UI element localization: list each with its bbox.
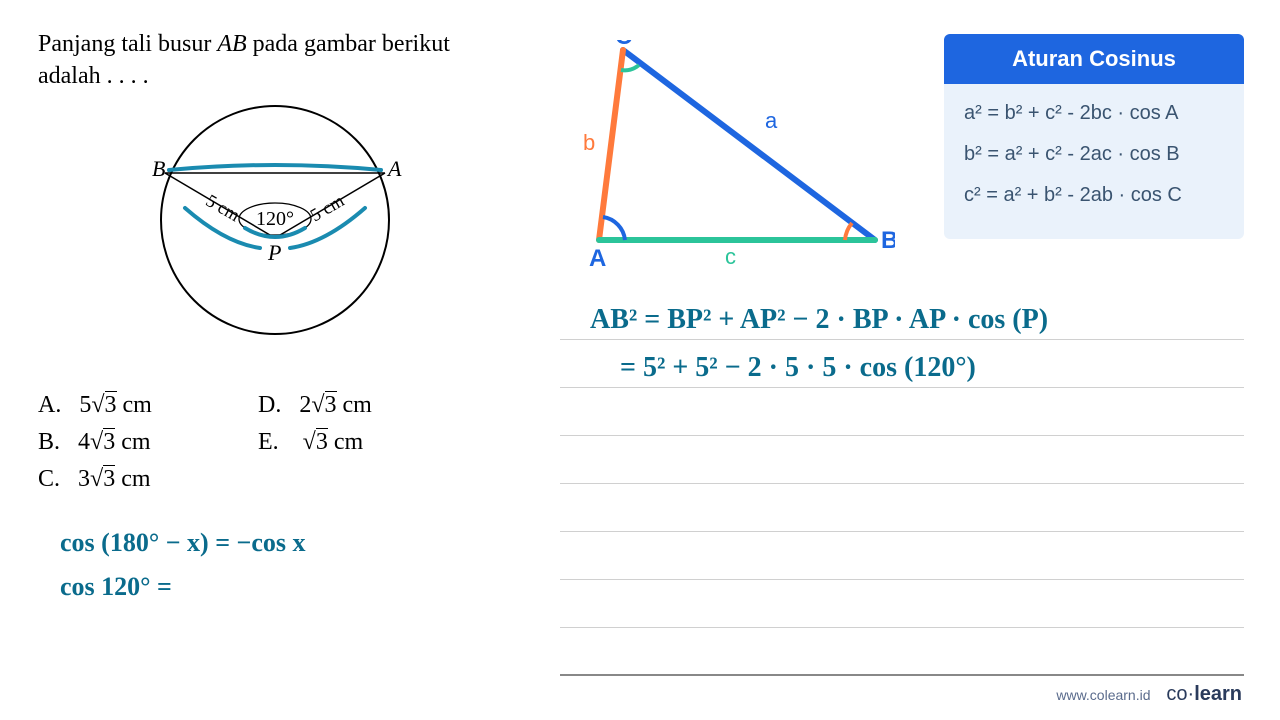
ruled-line xyxy=(560,628,1244,676)
vertex-c: C xyxy=(615,40,632,50)
question-text: Panjang tali busur AB pada gambar beriku… xyxy=(38,28,450,93)
angle-label: 120° xyxy=(256,208,294,230)
side-b xyxy=(599,50,623,240)
rule-a: a² = b² + c² - 2bc · cos A xyxy=(964,102,1224,125)
circle-svg: B A P 120° 5 cm 5 cm xyxy=(125,98,425,358)
side-left: 5 cm xyxy=(203,190,244,225)
q-line1-pre: Panjang tali busur xyxy=(38,31,217,57)
label-b: B xyxy=(152,156,165,181)
answer-options: A. 5√3 cm D. 2√3 cm B. 4√3 cm E. √3 cm C… xyxy=(38,392,458,503)
circle-diagram: B A P 120° 5 cm 5 cm xyxy=(125,98,425,358)
option-b: B. 4√3 cm xyxy=(38,429,258,456)
brand-a: co· xyxy=(1166,683,1194,705)
side-label-b: b xyxy=(583,130,595,155)
working-eq2: = 5² + 5² − 2 · 5 · 5 · cos (120°) xyxy=(620,348,976,387)
vertex-b: B xyxy=(881,227,895,254)
ruled-line xyxy=(560,532,1244,580)
q-line1-ital: AB xyxy=(217,31,246,57)
ruled-line xyxy=(560,484,1244,532)
side-right: 5 cm xyxy=(307,190,348,225)
option-d: D. 2√3 cm xyxy=(258,392,458,419)
q-line1-post: pada gambar berikut xyxy=(247,31,450,57)
q-line2: adalah . . . . xyxy=(38,63,149,89)
triangle-diagram: C A B a b c xyxy=(575,40,895,270)
option-c: C. 3√3 cm xyxy=(38,466,258,493)
angle-a-arc xyxy=(603,217,625,240)
footer-url: www.colearn.id xyxy=(1056,687,1150,703)
chord-highlight xyxy=(169,165,381,170)
label-a: A xyxy=(386,156,402,181)
footer-brand: co·learn xyxy=(1166,683,1242,705)
side-label-c: c xyxy=(725,244,736,269)
option-a: A. 5√3 cm xyxy=(38,392,258,419)
ruled-line xyxy=(560,580,1244,628)
triangle-svg: C A B a b c xyxy=(575,40,895,270)
cosine-rule-body: a² = b² + c² - 2bc · cos A b² = a² + c² … xyxy=(944,84,1244,239)
brand-b: learn xyxy=(1194,683,1242,705)
ruled-line xyxy=(560,436,1244,484)
side-a xyxy=(623,50,875,240)
cosine-rule-title: Aturan Cosinus xyxy=(944,34,1244,84)
rule-b: b² = a² + c² - 2ac · cos B xyxy=(964,143,1224,166)
option-e: E. √3 cm xyxy=(258,429,458,456)
working-eq1: AB² = BP² + AP² − 2 · BP · AP · cos (P) xyxy=(590,300,1048,339)
ruled-line xyxy=(560,388,1244,436)
cosine-rule-box: Aturan Cosinus a² = b² + c² - 2bc · cos … xyxy=(944,34,1244,239)
hand-left-1: cos (180° − x) = −cos x xyxy=(60,528,305,558)
footer: www.colearn.id co·learn xyxy=(1056,683,1242,706)
rule-c: c² = a² + b² - 2ab · cos C xyxy=(964,184,1224,207)
label-p: P xyxy=(267,240,281,265)
hand-left-2: cos 120° = xyxy=(60,572,172,602)
vertex-a: A xyxy=(589,245,606,270)
side-label-a: a xyxy=(765,108,778,133)
